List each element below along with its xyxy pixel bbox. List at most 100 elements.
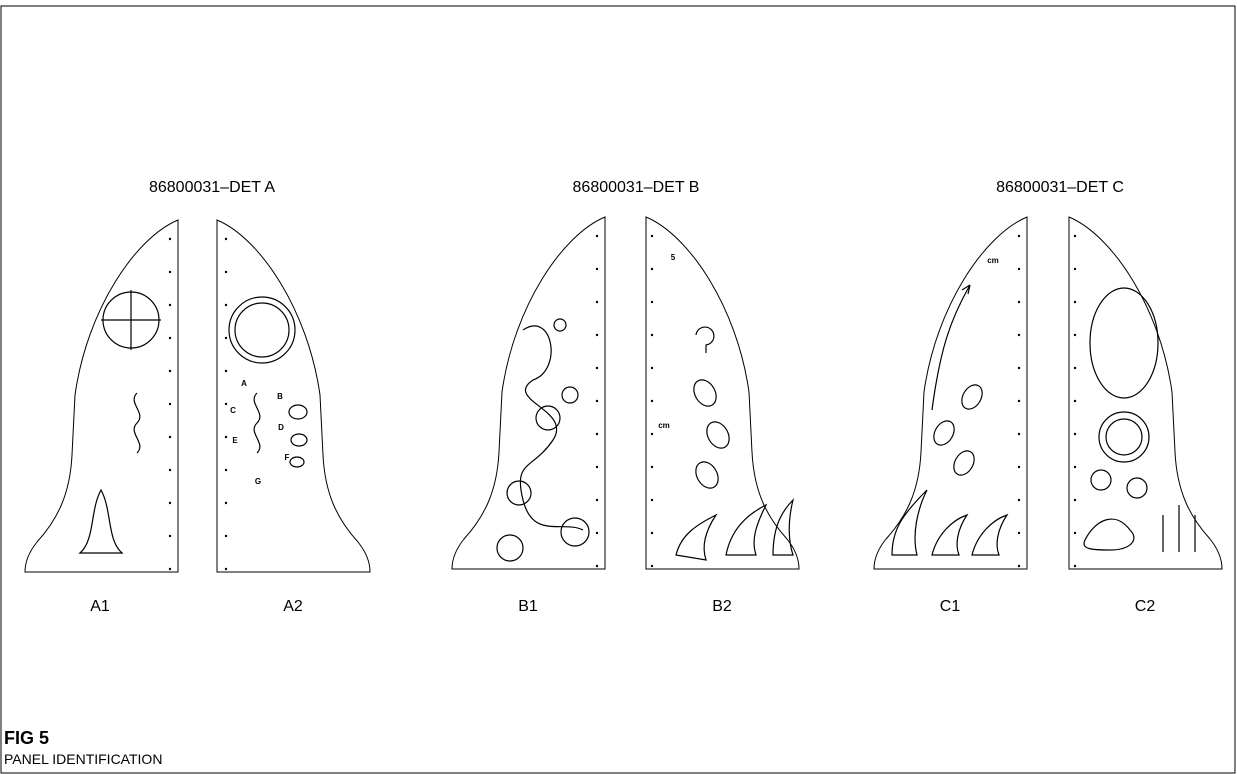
mounting-hole <box>596 466 598 468</box>
annotation: F <box>285 453 290 462</box>
flame-cutout <box>972 515 1007 555</box>
mounting-hole <box>1074 301 1076 303</box>
mounting-hole <box>225 304 227 306</box>
panel-outline <box>25 220 178 572</box>
mounting-hole <box>596 235 598 237</box>
panel-outline <box>1069 217 1222 569</box>
group-title: 86800031–DET B <box>573 179 700 196</box>
mounting-hole <box>596 268 598 270</box>
mounting-hole <box>169 238 171 240</box>
figure-caption: PANEL IDENTIFICATION <box>4 751 162 767</box>
panel-label: A1 <box>90 598 110 615</box>
porthole <box>229 297 295 363</box>
figure-number: FIG 5 <box>4 728 49 748</box>
mounting-hole <box>1018 235 1020 237</box>
annotation: 5 <box>671 253 676 262</box>
wave-slot <box>254 393 260 453</box>
mounting-hole <box>1074 499 1076 501</box>
annotation: G <box>255 477 261 486</box>
group-title: 86800031–DET A <box>149 179 275 196</box>
mounting-hole <box>651 235 653 237</box>
mounting-hole <box>1018 466 1020 468</box>
mounting-hole <box>169 436 171 438</box>
oval-hole <box>291 434 307 446</box>
mounting-hole <box>596 433 598 435</box>
flame-cutout <box>932 515 967 555</box>
mounting-hole <box>1074 466 1076 468</box>
controls <box>1084 519 1134 550</box>
mounting-hole <box>651 466 653 468</box>
panel-label: B1 <box>518 598 538 615</box>
oval-hole <box>958 381 987 413</box>
steering-wheel <box>1106 419 1142 455</box>
mounting-hole <box>1074 367 1076 369</box>
mounting-hole <box>651 301 653 303</box>
mounting-hole <box>1074 235 1076 237</box>
gauge <box>1127 478 1147 498</box>
mounting-hole <box>1074 268 1076 270</box>
flame-cutout <box>773 500 793 555</box>
annotation: E <box>232 436 238 445</box>
mounting-hole <box>225 568 227 570</box>
mounting-hole <box>1018 334 1020 336</box>
panel-outline <box>452 217 605 569</box>
window <box>1090 288 1158 398</box>
panel-label: C2 <box>1135 598 1156 615</box>
panel-outline <box>217 220 370 572</box>
group-title: 86800031–DET C <box>996 179 1124 196</box>
flame-cutout <box>676 515 716 560</box>
rocket-cutout <box>80 490 122 553</box>
wave-slot <box>134 393 140 453</box>
mounting-hole <box>225 238 227 240</box>
mounting-hole <box>169 403 171 405</box>
porthole <box>235 303 289 357</box>
mounting-hole <box>596 532 598 534</box>
mounting-hole <box>1074 334 1076 336</box>
panels <box>25 217 1222 572</box>
mounting-hole <box>651 334 653 336</box>
annotation: C <box>230 406 236 415</box>
figure-sheet: 86800031–DET A 86800031–DET B 86800031–D… <box>0 0 1237 774</box>
oval-hole <box>691 458 722 492</box>
mounting-hole <box>169 502 171 504</box>
panel-label: C1 <box>940 598 961 615</box>
mounting-hole <box>225 436 227 438</box>
mounting-hole <box>1074 532 1076 534</box>
oval-hole <box>702 418 733 452</box>
planet <box>561 518 589 546</box>
planet <box>554 319 566 331</box>
mounting-hole <box>651 532 653 534</box>
mounting-hole <box>1074 433 1076 435</box>
mounting-hole <box>596 367 598 369</box>
planet <box>536 406 560 430</box>
mounting-hole <box>225 370 227 372</box>
annotation: A <box>241 379 247 388</box>
mounting-hole <box>1018 400 1020 402</box>
mounting-hole <box>1074 400 1076 402</box>
annotation: cm <box>987 256 999 265</box>
mounting-hole <box>169 271 171 273</box>
annotation: B <box>277 392 283 401</box>
mounting-hole <box>169 304 171 306</box>
sun <box>497 535 523 561</box>
mounting-hole <box>651 433 653 435</box>
question-mark <box>696 327 714 353</box>
panel-label: B2 <box>712 598 732 615</box>
panel-outline <box>646 217 799 569</box>
mounting-hole <box>225 271 227 273</box>
mounting-hole <box>651 367 653 369</box>
mounting-hole <box>169 568 171 570</box>
annotation: cm <box>658 421 670 430</box>
mounting-hole <box>169 469 171 471</box>
mounting-hole <box>1018 532 1020 534</box>
oval-hole <box>289 405 307 419</box>
mounting-hole <box>651 565 653 567</box>
annotation: D <box>278 423 284 432</box>
oval-hole <box>290 457 304 467</box>
oval-hole <box>950 447 979 479</box>
mounting-hole <box>225 502 227 504</box>
mounting-hole <box>1074 565 1076 567</box>
mounting-hole <box>596 499 598 501</box>
mounting-hole <box>1018 367 1020 369</box>
flame-cutout <box>892 490 927 555</box>
